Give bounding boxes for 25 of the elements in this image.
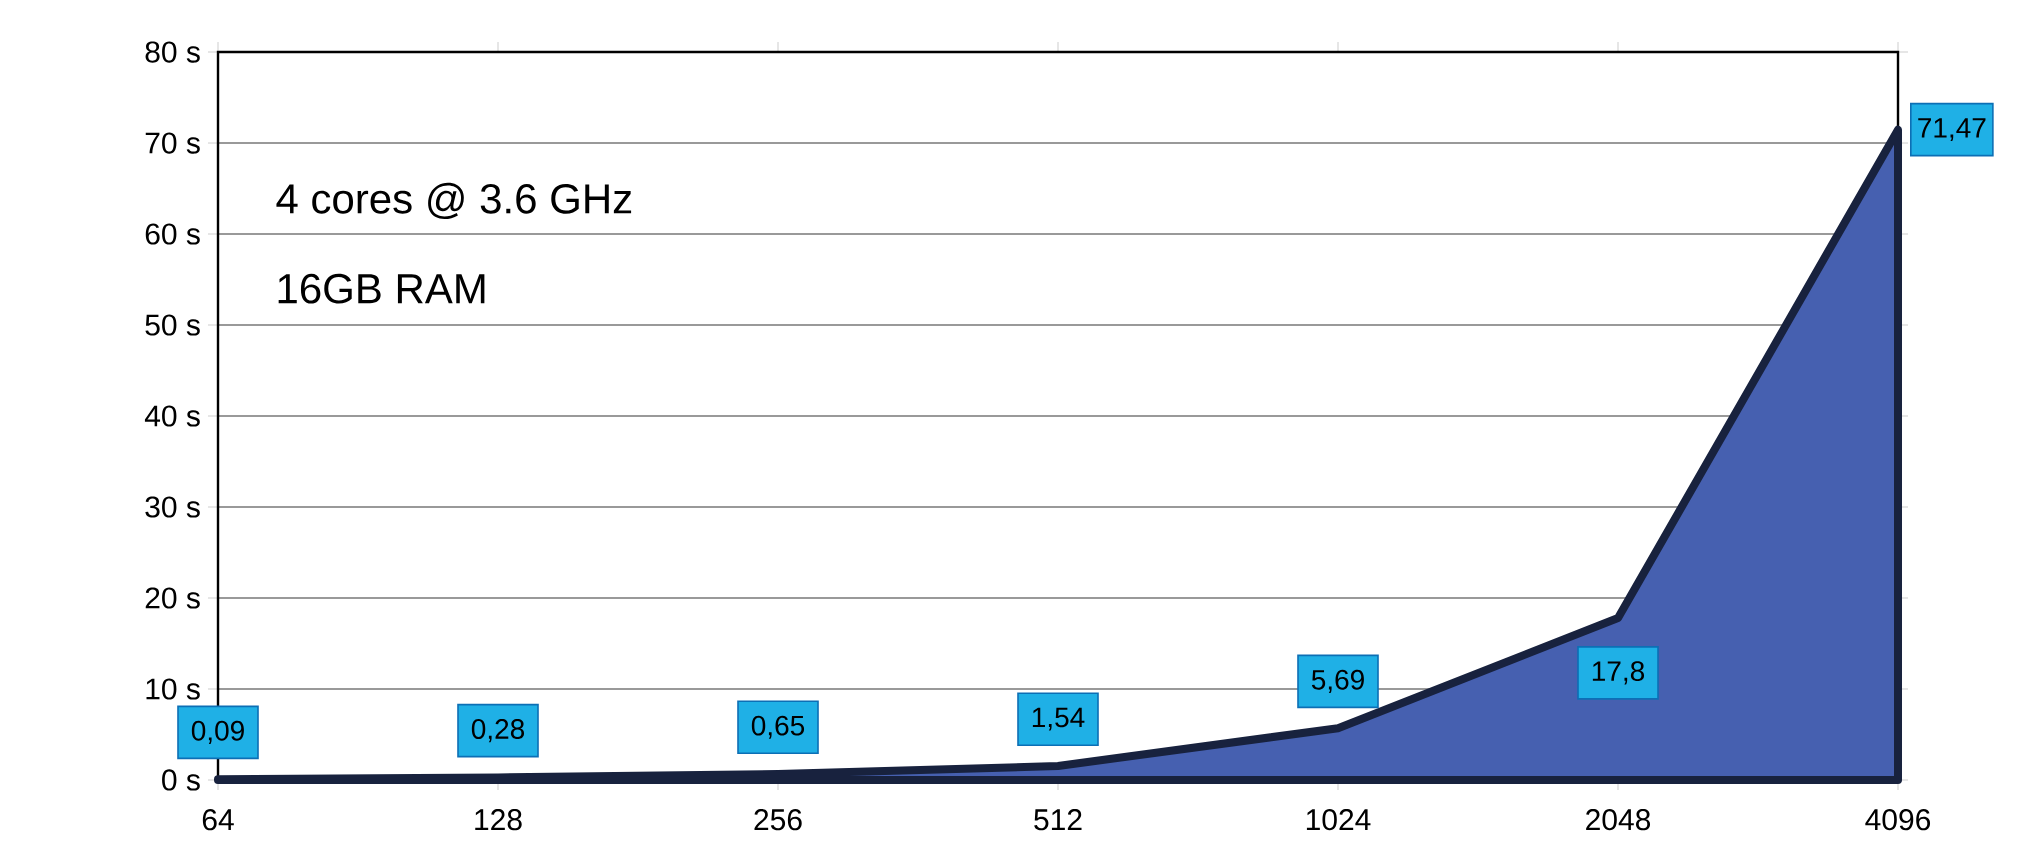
y-tick-label: 10 s — [146, 678, 200, 700]
data-label: 0,65 — [751, 715, 805, 739]
data-label: 71,47 — [1918, 118, 1986, 142]
y-tick-label: 70 s — [145, 132, 200, 154]
x-tick-label: 2048 — [1586, 809, 1651, 831]
y-tick-label: 30 s — [145, 496, 200, 518]
y-tick-label: 50 s — [145, 314, 200, 336]
y-tick-label: 40 s — [144, 405, 200, 427]
annotation: 16GB RAM — [278, 273, 485, 304]
data-label: 0,09 — [191, 720, 244, 744]
x-tick-label: 128 — [475, 809, 522, 831]
x-tick-label: 512 — [1034, 809, 1082, 831]
x-tick-label: 4096 — [1865, 809, 1931, 831]
annotation: 4 cores @ 3.6 GHz — [276, 182, 632, 220]
y-tick-label: 80 s — [145, 41, 200, 63]
data-label: 5,69 — [1311, 669, 1364, 693]
y-tick-label: 0 s — [162, 769, 200, 791]
data-label: 0,28 — [471, 719, 525, 743]
x-tick-label: 1024 — [1306, 809, 1371, 831]
y-tick-label: 20 s — [145, 587, 200, 609]
y-tick-label: 60 s — [145, 223, 200, 245]
data-label: 17,8 — [1592, 661, 1645, 685]
x-tick-label: 256 — [754, 809, 802, 831]
data-label: 1,54 — [1032, 707, 1085, 731]
x-tick-label: 64 — [202, 809, 234, 831]
